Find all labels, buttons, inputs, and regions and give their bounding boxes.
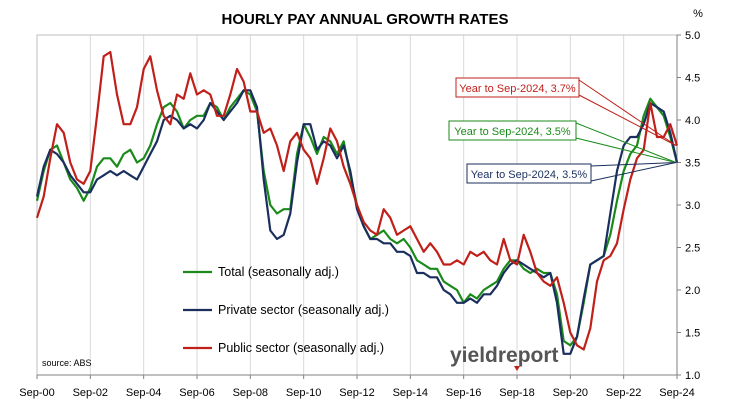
x-tick-label-4: Sep-08	[233, 387, 268, 399]
x-tick-label-11: Sep-22	[606, 387, 641, 399]
y-tick-label-4: 3.0	[685, 200, 700, 212]
y-tick-label-5: 3.5	[685, 158, 700, 170]
legend-label-1: Private sector (seasonally adj.)	[218, 303, 389, 317]
annotation-leader-bottom-1	[575, 137, 677, 163]
x-tick-label-8: Sep-16	[446, 387, 481, 399]
x-tick-label-1: Sep-02	[73, 387, 108, 399]
annotation-box-2	[466, 163, 592, 184]
x-tick-label-6: Sep-12	[339, 387, 374, 399]
chart-title: HOURLY PAY ANNUAL GROWTH RATES	[222, 11, 509, 28]
legend-label-0: Total (seasonally adj.)	[218, 265, 339, 279]
y-tick-labels: 1.0 1.5 2.0 2.5 3.0 3.5 4.0 4.5 5.0	[677, 30, 700, 382]
series-line-1	[35, 89, 679, 355]
annotations: Year to Sep-2024, 3.7% Year to Sep-2024, …	[448, 77, 677, 184]
annotation-label-0: Year to Sep-2024, 3.7%	[459, 83, 576, 95]
x-tick-labels: Sep-00 Sep-02 Sep-04 Sep-06 Sep-08 Sep-10 Sep-…	[19, 375, 695, 399]
series-lines	[35, 50, 679, 355]
annotation-leader-top-2	[590, 162, 677, 167]
legend: Total (seasonally adj.) Private sector (s…	[183, 265, 389, 355]
y-tick-label-7: 4.5	[685, 73, 700, 85]
y-unit-label: %	[693, 8, 703, 20]
y-tick-label-0: 1.0	[685, 370, 700, 382]
y-tick-label-8: 5.0	[685, 30, 700, 42]
annotation-leader-top-0	[578, 79, 677, 146]
x-tick-label-5: Sep-10	[286, 387, 321, 399]
logo-marker-icon	[514, 366, 520, 371]
annotation-box-0	[455, 77, 580, 98]
series-line-2	[35, 50, 679, 351]
y-tick-label-6: 4.0	[685, 115, 700, 127]
y-tick-label-2: 2.0	[685, 285, 700, 297]
annotation-leader-top-1	[575, 122, 677, 163]
annotation-label-2: Year to Sep-2024, 3.5%	[471, 169, 588, 181]
y-tick-label-1: 1.5	[685, 328, 700, 340]
x-tick-label-2: Sep-04	[126, 387, 161, 399]
source-note: source: ABS	[42, 358, 92, 368]
x-tick-label-10: Sep-20	[553, 387, 588, 399]
annotation-leader-bottom-2	[590, 162, 677, 182]
y-tick-label-3: 2.5	[685, 243, 700, 255]
legend-label-2: Public sector (seasonally adj.)	[218, 341, 384, 355]
annotation-box-1	[448, 120, 577, 141]
x-tick-label-9: Sep-18	[499, 387, 534, 399]
yieldreport-logo: yieldreport	[450, 344, 559, 367]
x-tick-label-7: Sep-14	[393, 387, 428, 399]
x-tick-label-3: Sep-06	[179, 387, 214, 399]
annotation-leader-bottom-0	[578, 94, 677, 146]
x-tick-label-12: Sep-24	[659, 387, 694, 399]
x-tick-label-0: Sep-00	[19, 387, 54, 399]
annotation-label-1: Year to Sep-2024, 3.5%	[454, 126, 571, 138]
